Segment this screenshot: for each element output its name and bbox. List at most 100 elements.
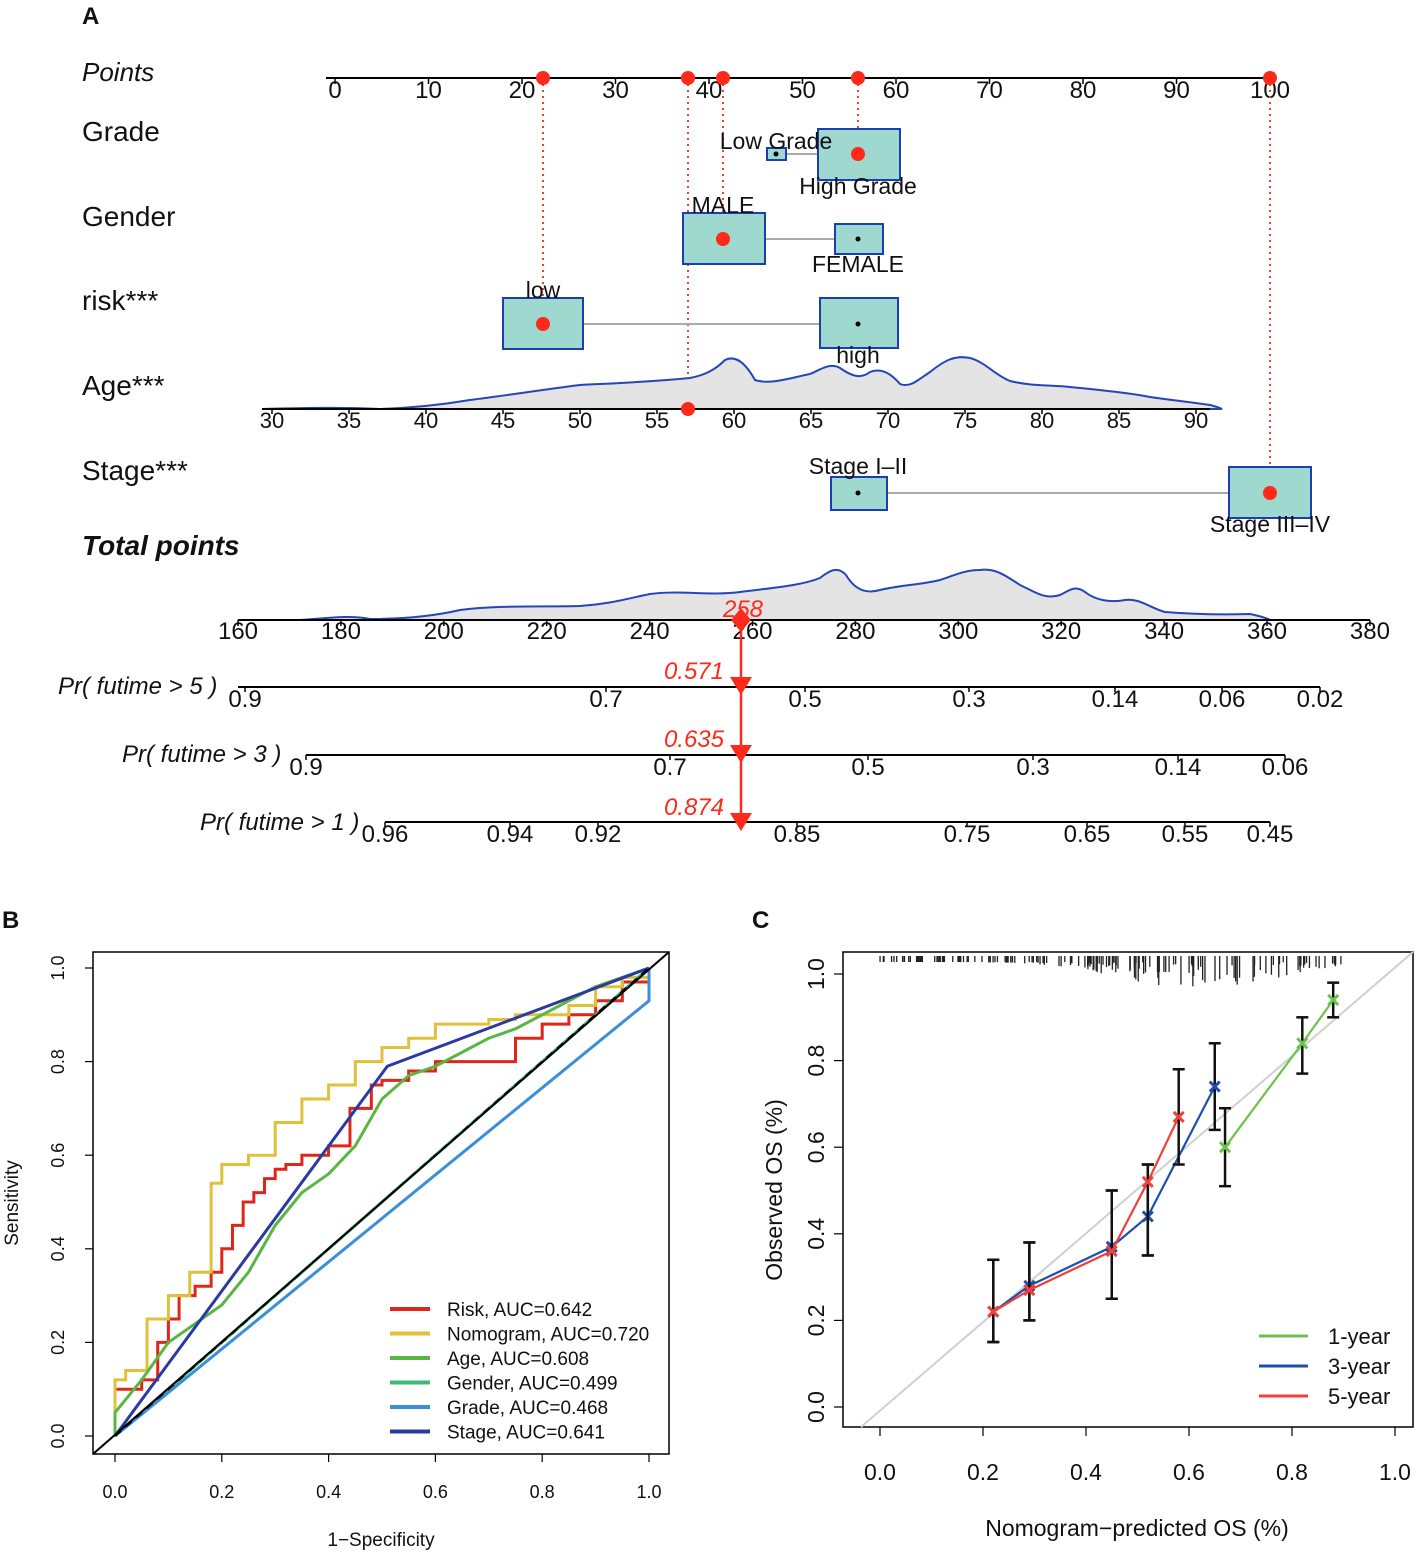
cal-point-2-2	[1105, 1245, 1118, 1258]
calibration-curves	[987, 981, 1340, 1344]
calibration-panel: 0.0 0.2 0.4 0.6 0.8 1.0 0.0 0.2 0.4 0.6 0.8 1.0 1-y…	[761, 951, 1414, 1541]
grade-low-center	[773, 151, 779, 157]
total-tick-label-7: 300	[938, 618, 978, 645]
prob-tick-label-1-5: 0.06	[1262, 754, 1309, 781]
calibration-axes: 0.0 0.2 0.4 0.6 0.8 1.0 0.0 0.2 0.4 0.6 0.8 1.0	[803, 958, 1411, 1485]
prob3-value: 0.635	[664, 726, 725, 753]
total-points-label: Total points	[82, 530, 240, 561]
cal-x-tick-label-1: 0.2	[967, 1459, 999, 1485]
prob3-row-label: Pr( futime > 3 )	[122, 741, 281, 768]
prob1-marker	[730, 813, 752, 831]
roc-legend-label-3: Gender, AUC=0.499	[447, 1374, 618, 1395]
gender-selected-dot	[716, 232, 730, 246]
prob-tick-label-2-5: 0.65	[1064, 821, 1111, 848]
cal-point-0-1	[1296, 1037, 1309, 1050]
roc-legend-label-1: Nomogram, AUC=0.720	[447, 1325, 649, 1346]
gender-row-label: Gender	[82, 201, 175, 232]
cal-legend-label-1: 3-year	[1328, 1354, 1390, 1379]
gender-female-label: FEMALE	[812, 251, 904, 277]
points-tick-label-3: 30	[602, 77, 629, 104]
prob-tick-label-1-3: 0.3	[1016, 754, 1049, 781]
total-tick-label-0: 160	[218, 618, 258, 645]
total-tick-label-8: 320	[1041, 618, 1081, 645]
prob-tick-label-2-2: 0.92	[575, 821, 622, 848]
risk-row-label: risk***	[82, 285, 158, 316]
points-tick-label-8: 80	[1070, 77, 1097, 104]
cal-y-tick-label-4: 0.8	[803, 1045, 829, 1077]
cal-point-2-3	[1141, 1175, 1154, 1188]
roc-x-tick-label-5: 1.0	[636, 1482, 661, 1502]
grade-selected-dot	[851, 147, 865, 161]
roc-y-tick-label-4: 0.8	[48, 1049, 68, 1074]
points-tick-label-9: 90	[1163, 77, 1190, 104]
panel-label-c: C	[752, 907, 769, 934]
roc-curve-2	[113, 966, 650, 1436]
prob-tick-label-0-0: 0.9	[228, 686, 261, 713]
calibration-legend: 1-year 3-year 5-year	[1259, 1324, 1390, 1409]
total-tick-label-6: 280	[835, 618, 875, 645]
roc-x-tick-label-0: 0.0	[102, 1482, 127, 1502]
cal-point-2-4	[1172, 1110, 1185, 1123]
cal-y-tick-label-3: 0.6	[803, 1131, 829, 1163]
cal-point-0-2	[1327, 993, 1340, 1007]
panel-label-a: A	[82, 3, 99, 30]
points-dot-risk	[536, 71, 550, 85]
gender-female-center	[855, 236, 861, 242]
age-density	[261, 356, 1223, 411]
roc-y-tick-label-1: 0.2	[48, 1330, 68, 1355]
stage-early-center	[855, 490, 861, 496]
prob5-value: 0.571	[664, 658, 724, 685]
total-tick-label-10: 360	[1247, 618, 1287, 645]
roc-curve-5	[113, 966, 650, 1437]
gender-male-box	[682, 212, 766, 265]
stage-late-label: Stage III–IV	[1210, 511, 1331, 537]
roc-reference-line	[114, 967, 650, 1437]
prob-tick-label-2-7: 0.45	[1247, 821, 1294, 848]
prob-tick-label-0-1: 0.7	[589, 686, 622, 713]
age-tick-label-10: 80	[1030, 408, 1054, 433]
prob-tick-label-2-3: 0.85	[774, 821, 821, 848]
prob-tick-label-2-4: 0.75	[944, 821, 991, 848]
roc-y-axis-title: Sensitivity	[2, 1160, 23, 1246]
risk-low-label: low	[526, 277, 561, 303]
points-tick-label-0: 0	[328, 77, 341, 104]
stage-early-label: Stage I–II	[809, 453, 907, 479]
age-tick-label-1: 35	[337, 408, 361, 433]
age-tick-label-9: 75	[953, 408, 977, 433]
total-tick-label-4: 240	[630, 618, 670, 645]
stage-selected-dot	[1263, 486, 1277, 500]
prob-tick-label-0-6: 0.02	[1297, 686, 1344, 713]
roc-axes: 0.0 0.2 0.4 0.6 0.8 1.0 0.0 0.2 0.4 0.6 0.8 1.0	[48, 955, 662, 1502]
points-row-label: Points	[82, 57, 154, 87]
prob5-row-label: Pr( futime > 5 )	[58, 673, 217, 700]
cal-legend-label-0: 1-year	[1328, 1324, 1390, 1349]
calibration-y-axis-title: Observed OS (%)	[761, 1099, 787, 1281]
cal-y-tick-label-5: 1.0	[803, 958, 829, 990]
cal-y-tick-label-2: 0.4	[803, 1218, 829, 1250]
age-tick-label-7: 65	[799, 408, 823, 433]
age-tick-label-11: 85	[1107, 408, 1131, 433]
roc-y-tick-label-2: 0.4	[48, 1236, 68, 1261]
prob-tick-label-0-2: 0.5	[788, 686, 821, 713]
age-axis-ticks: 30 35 40 45 50 55 60 65 70 75 80 85 90	[260, 408, 1208, 433]
points-axis-ticks: 0 10 20 30 40 50 60 70 80 90 100	[328, 77, 1290, 104]
age-tick-label-2: 40	[414, 408, 438, 433]
risk-high-label: high	[836, 342, 879, 368]
cal-x-tick-label-2: 0.4	[1070, 1459, 1102, 1485]
prob-tick-label-0-5: 0.06	[1199, 686, 1246, 713]
cal-legend-label-2: 5-year	[1328, 1384, 1390, 1409]
roc-x-axis-title: 1−Specificity	[327, 1530, 435, 1551]
panel-label-b: B	[2, 907, 19, 934]
cal-x-tick-label-0: 0.0	[864, 1459, 896, 1485]
roc-legend-label-2: Age, AUC=0.608	[447, 1349, 589, 1370]
roc-legend-label-4: Grade, AUC=0.468	[447, 1398, 608, 1419]
prob3-marker	[730, 745, 752, 763]
points-tick-label-1: 10	[415, 77, 442, 104]
cal-y-tick-label-1: 0.2	[803, 1304, 829, 1336]
age-tick-label-12: 90	[1184, 408, 1208, 433]
roc-x-tick-label-1: 0.2	[209, 1482, 234, 1502]
total-points-value: 258	[722, 596, 764, 623]
cal-y-tick-label-0: 0.0	[803, 1391, 829, 1423]
total-tick-label-1: 180	[321, 618, 361, 645]
